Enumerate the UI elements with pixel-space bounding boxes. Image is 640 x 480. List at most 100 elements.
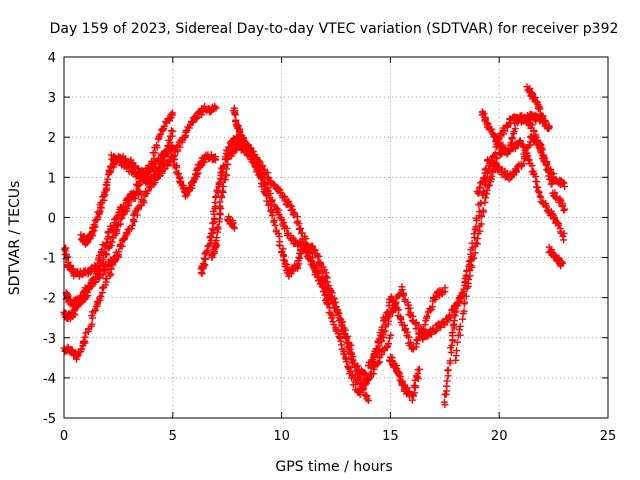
- data-point: [115, 253, 123, 261]
- data-point: [375, 342, 383, 350]
- data-point: [535, 189, 543, 197]
- data-point: [271, 181, 279, 189]
- data-point: [470, 254, 478, 262]
- x-tick-label: 0: [60, 429, 68, 444]
- data-point: [213, 234, 221, 242]
- data-point: [539, 114, 547, 122]
- data-point: [177, 177, 185, 185]
- data-point: [364, 362, 372, 370]
- data-point: [212, 156, 220, 164]
- data-point: [493, 155, 501, 163]
- data-point: [406, 304, 414, 312]
- data-point: [361, 391, 369, 399]
- data-point: [355, 388, 363, 396]
- data-point: [198, 111, 206, 119]
- data-point: [410, 392, 418, 400]
- data-point: [214, 223, 222, 231]
- data-point: [117, 156, 125, 164]
- series-arc-13: [386, 353, 423, 404]
- data-point: [392, 298, 400, 306]
- data-point: [235, 140, 243, 148]
- data-point: [199, 260, 207, 268]
- data-point: [162, 151, 170, 159]
- data-point: [160, 122, 168, 130]
- data-point: [542, 203, 550, 211]
- data-point: [472, 223, 480, 231]
- data-point: [214, 186, 222, 194]
- data-point: [309, 242, 317, 250]
- data-point: [129, 159, 137, 167]
- data-point: [345, 345, 353, 353]
- data-point: [337, 337, 345, 345]
- data-point: [501, 127, 509, 135]
- data-point: [511, 125, 519, 133]
- data-point: [541, 154, 549, 162]
- y-tick-label: -3: [43, 332, 56, 347]
- data-point: [263, 185, 271, 193]
- data-point: [268, 211, 276, 219]
- data-point: [507, 139, 515, 147]
- data-point: [540, 153, 548, 161]
- y-tick-label: -4: [43, 372, 56, 387]
- data-point: [104, 175, 112, 183]
- data-point: [297, 224, 305, 232]
- data-point: [484, 156, 492, 164]
- data-point: [477, 220, 485, 228]
- data-point: [139, 197, 147, 205]
- data-point: [194, 113, 202, 121]
- data-point: [219, 182, 227, 190]
- data-point: [403, 384, 411, 392]
- data-point: [211, 240, 219, 248]
- data-point: [528, 162, 536, 170]
- series-arc-7: [169, 151, 220, 200]
- data-point: [230, 224, 238, 232]
- data-point: [460, 285, 468, 293]
- data-point: [257, 175, 265, 183]
- data-point: [169, 144, 177, 152]
- data-point: [314, 269, 322, 277]
- data-point: [405, 333, 413, 341]
- data-point: [387, 331, 395, 339]
- data-point: [298, 229, 306, 237]
- data-point: [483, 186, 491, 194]
- series-arc-5: [60, 252, 123, 323]
- data-point: [364, 396, 372, 404]
- data-point: [185, 124, 193, 132]
- data-point: [169, 111, 177, 119]
- y-tick-label: 4: [48, 51, 56, 66]
- data-point: [157, 130, 165, 138]
- data-point: [465, 276, 473, 284]
- data-point: [313, 262, 321, 270]
- series-arc-19: [478, 108, 547, 158]
- data-point: [538, 146, 546, 154]
- data-point: [472, 239, 480, 247]
- y-tick-label: -1: [43, 252, 56, 267]
- data-point: [212, 104, 220, 112]
- data-point: [150, 155, 158, 163]
- series-arc-9: [208, 139, 449, 399]
- data-point: [114, 252, 122, 260]
- data-point: [182, 128, 190, 136]
- data-point: [158, 161, 166, 169]
- data-point: [274, 206, 282, 214]
- data-point: [440, 398, 448, 406]
- data-point: [482, 165, 490, 173]
- data-point: [340, 350, 348, 358]
- data-point: [201, 102, 209, 110]
- data-point: [432, 293, 440, 301]
- data-point: [460, 307, 468, 315]
- data-point: [379, 331, 387, 339]
- data-point: [124, 195, 132, 203]
- data-point: [283, 261, 291, 269]
- data-point: [453, 338, 461, 346]
- series-arc-11: [224, 213, 238, 232]
- data-point: [169, 127, 177, 135]
- data-point: [164, 143, 172, 151]
- data-point: [347, 355, 355, 363]
- data-point: [455, 326, 463, 334]
- data-point: [306, 249, 314, 257]
- data-point: [334, 311, 342, 319]
- series-arc-10: [230, 104, 372, 404]
- data-point: [218, 193, 226, 201]
- data-point: [462, 292, 470, 300]
